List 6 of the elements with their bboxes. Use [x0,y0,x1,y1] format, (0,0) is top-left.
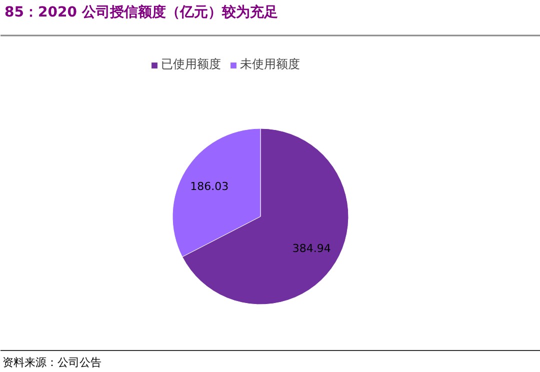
legend-label: 未使用额度 [240,56,300,73]
data-label: 186.03 [190,180,229,193]
legend-label: 已使用额度 [161,56,221,73]
text: 资料来源：公司公告 [2,356,102,369]
chart-title: 85：2020 公司授信额度（亿元）较为充足 [4,4,278,20]
data-label: 384.94 [292,242,331,256]
